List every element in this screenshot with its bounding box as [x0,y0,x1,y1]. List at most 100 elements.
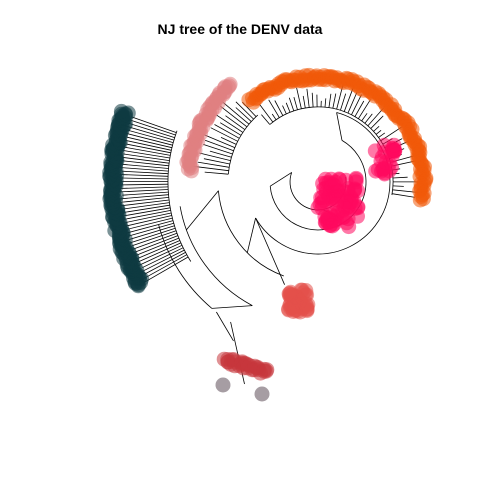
branch [261,114,271,125]
branch [361,113,368,122]
branch [220,137,237,145]
branch [375,129,382,135]
branch [354,100,365,117]
branch [143,256,189,284]
branch [306,88,310,108]
branch [144,252,186,275]
branch [219,105,248,128]
tip-grey [215,377,231,393]
branch [138,242,182,263]
branch [285,102,291,113]
branch [131,116,177,133]
branch [311,92,314,108]
branch [225,115,246,130]
branch [392,193,416,198]
branch [132,240,181,261]
branch [221,101,250,125]
tip-pink [367,143,383,159]
branch [210,127,238,142]
tip-orange [412,192,428,208]
branch [204,139,234,152]
branch [203,158,230,165]
branch [193,165,229,172]
branch [202,133,235,148]
branch [199,152,231,161]
branch [123,128,174,143]
branch [124,125,175,141]
branch [123,210,171,220]
tip-coral [281,286,297,302]
branch [246,217,256,253]
branch [332,93,337,109]
branch [216,114,244,133]
branch-arc [158,224,213,309]
branch-arc [179,206,253,306]
branch [131,230,177,247]
plot-title: NJ tree of the DENV data [157,21,323,37]
branch [259,104,274,123]
branch [142,247,184,269]
branch [392,185,404,187]
branch [121,177,169,180]
branch [123,202,170,210]
branch [204,171,229,175]
branch [197,161,230,168]
branch [302,95,306,109]
branch [347,91,358,114]
branch [125,215,172,227]
branch [121,160,169,167]
branch [282,105,287,115]
tip-red [258,363,274,379]
branch [118,145,171,156]
branch [373,126,380,132]
branch [122,204,170,213]
branch [126,136,173,149]
branch [324,98,327,108]
branch-arc [218,190,284,277]
branch [123,139,172,151]
branch [357,99,371,120]
branch [392,176,408,179]
branch [128,227,176,244]
branch [130,235,179,255]
branch [119,189,169,193]
branch [128,232,178,252]
tree-branches [116,84,419,385]
branch [268,99,280,118]
branch [235,107,252,122]
branch [214,124,240,139]
tip-pink [324,218,340,234]
branch [271,113,277,121]
branch [135,244,183,268]
branch [123,132,173,146]
branch [122,153,170,161]
branch [140,249,185,273]
branch [118,207,171,218]
branch [128,119,176,136]
branch [118,149,170,159]
branch [219,122,242,136]
branch [367,107,384,127]
branch [209,150,232,158]
branch [186,190,219,231]
branch [378,132,386,138]
tree-tips [102,67,434,402]
branch [203,144,233,155]
tip-teal [120,105,136,121]
branch [121,170,169,175]
branch [119,186,169,189]
branch [118,167,169,172]
branch [269,172,292,187]
branch [351,94,362,116]
branch [121,156,170,164]
branch [370,115,384,129]
tip-coral [299,303,315,319]
branch [119,174,169,177]
branch [274,100,284,116]
branch [293,96,298,110]
branch [340,93,347,111]
branch-arc [255,112,391,255]
branch [235,101,254,120]
branch [336,112,343,141]
